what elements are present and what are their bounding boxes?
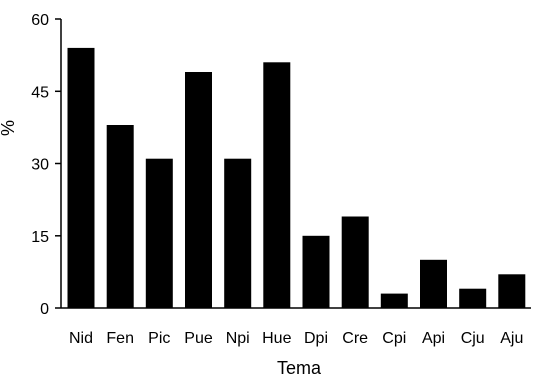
bar-dpi [302, 235, 330, 309]
y-ticks: 0 15 30 45 60 [31, 12, 61, 318]
bar-pic [145, 158, 173, 308]
x-tick-label: Api [422, 330, 445, 347]
x-axis-label: Tema [277, 358, 322, 378]
bar-hue [263, 62, 291, 308]
bar-npi [224, 158, 252, 308]
x-ticks: Nid Fen Pic Pue Npi Hue Dpi Cre Cpi Api Cju Aju [69, 330, 523, 347]
bar-nid [67, 47, 95, 309]
x-tick-label: Cpi [382, 330, 406, 347]
x-tick-label: Npi [226, 330, 250, 347]
bar-cre [341, 216, 369, 308]
bar-cju [459, 288, 487, 308]
bar-aju [498, 274, 526, 308]
x-tick-label: Pic [148, 330, 170, 347]
x-tick-label: Fen [106, 330, 134, 347]
x-tick-label: Pue [184, 330, 213, 347]
bar-fen [106, 125, 134, 308]
bar-cpi [380, 293, 408, 308]
x-tick-label: Nid [69, 330, 93, 347]
x-tick-label: Dpi [304, 330, 328, 347]
y-axis-label: % [0, 120, 18, 136]
x-tick-label: Hue [262, 330, 291, 347]
y-tick-label: 15 [31, 229, 49, 246]
y-tick-label: 60 [31, 12, 49, 29]
bar-api [420, 259, 447, 308]
x-tick-label: Cju [461, 330, 485, 347]
x-tick-label: Cre [342, 330, 368, 347]
x-tick-label: Aju [500, 330, 523, 347]
y-tick-label: 0 [40, 301, 49, 318]
bar-pue [185, 72, 212, 308]
y-tick-label: 30 [31, 157, 49, 174]
bars-layer [67, 47, 526, 309]
y-tick-label: 45 [31, 84, 49, 101]
